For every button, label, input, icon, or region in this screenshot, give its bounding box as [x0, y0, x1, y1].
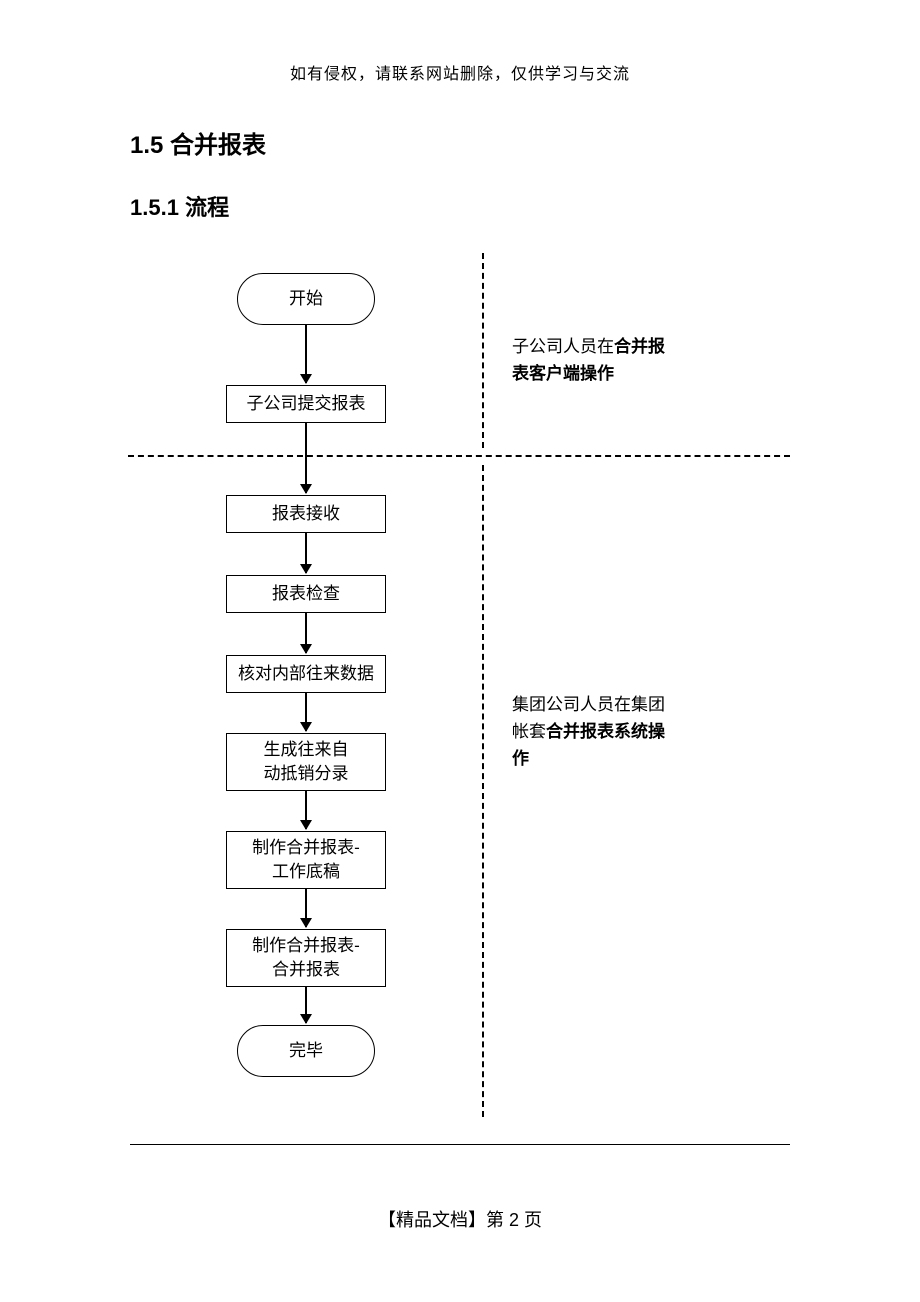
flow-node-receive: 报表接收 [226, 495, 386, 533]
flow-node-check: 报表检查 [226, 575, 386, 613]
vertical-divider [482, 253, 484, 448]
header-notice: 如有侵权，请联系网站删除，仅供学习与交流 [0, 60, 920, 84]
flow-node-submit: 子公司提交报表 [226, 385, 386, 423]
footer-page: 第 2 页 [486, 1210, 542, 1230]
subsection-name: 流程 [185, 195, 229, 220]
flow-arrow [305, 325, 307, 383]
flow-arrow [305, 693, 307, 731]
section-name: 合并报表 [170, 132, 266, 159]
flow-annotation-0: 子公司人员在合并报表客户端操作 [512, 333, 672, 387]
flow-annotation-1: 集团公司人员在集团帐套合并报表系统操作 [512, 691, 672, 773]
flow-node-workpaper: 制作合并报表-工作底稿 [226, 831, 386, 889]
section-number: 1.5 [130, 132, 163, 159]
flow-arrow [305, 613, 307, 653]
horizontal-divider [128, 455, 790, 457]
vertical-divider [482, 465, 484, 1117]
flow-node-start: 开始 [237, 273, 375, 325]
footer-prefix: 【精品文档】 [378, 1210, 486, 1230]
subsection-number: 1.5.1 [130, 195, 179, 220]
flow-arrow [305, 889, 307, 927]
flow-arrow [305, 533, 307, 573]
flow-arrow [305, 987, 307, 1023]
flowchart: 开始子公司提交报表报表接收报表检查核对内部往来数据生成往来自动抵销分录制作合并报… [130, 245, 790, 1145]
flow-node-report: 制作合并报表-合并报表 [226, 929, 386, 987]
flow-node-generate: 生成往来自动抵销分录 [226, 733, 386, 791]
flow-arrow [305, 791, 307, 829]
flow-node-end: 完毕 [237, 1025, 375, 1077]
section-title: 1.5 合并报表 [130, 125, 266, 160]
page-footer: 【精品文档】第 2 页 [0, 1206, 920, 1232]
flow-arrow [305, 423, 307, 493]
flow-node-verify: 核对内部往来数据 [226, 655, 386, 693]
subsection-title: 1.5.1 流程 [130, 190, 229, 222]
